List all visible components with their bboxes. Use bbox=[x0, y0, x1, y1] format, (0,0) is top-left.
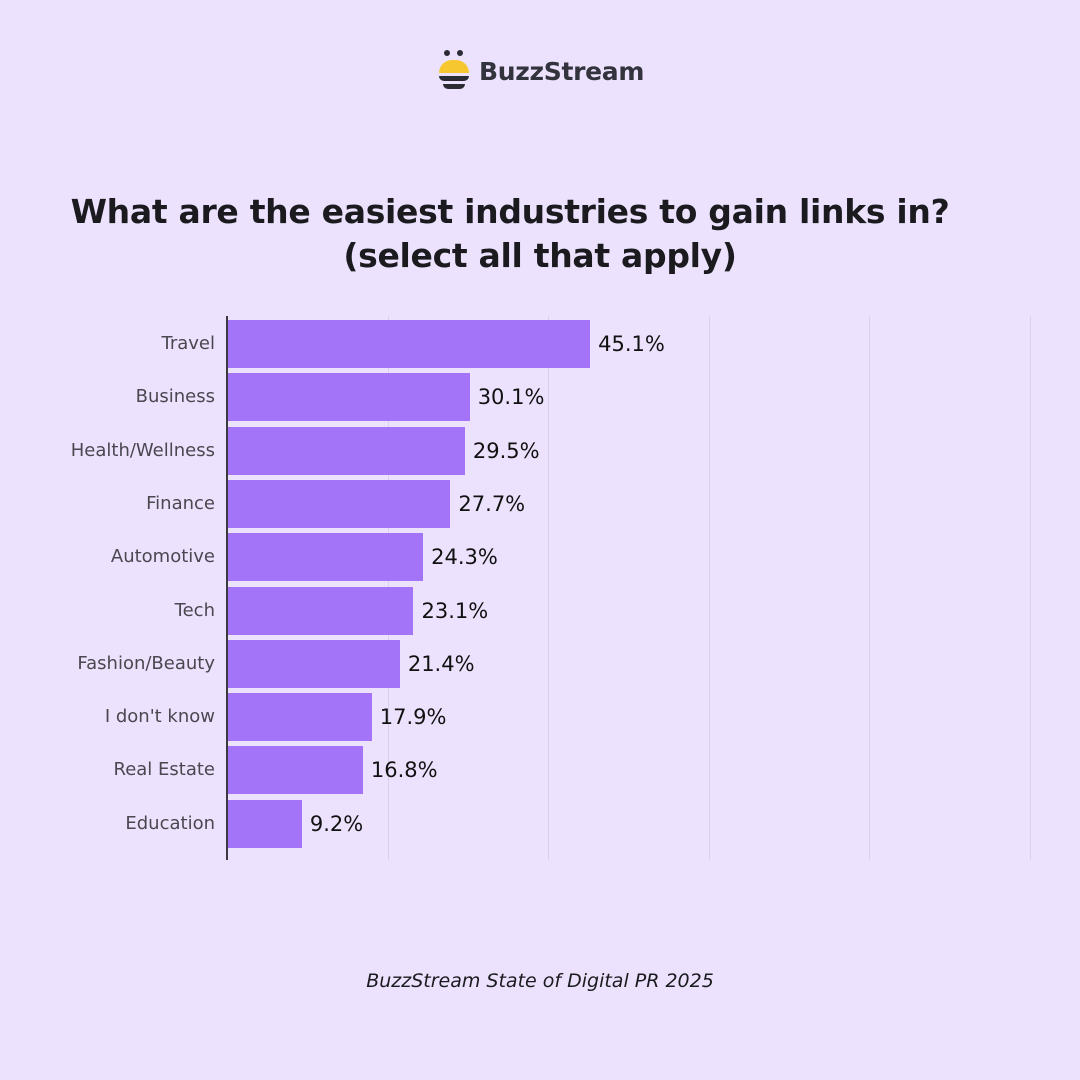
brand-name: BuzzStream bbox=[479, 56, 645, 86]
bar bbox=[228, 373, 470, 421]
bar-row: Tech 23.1% bbox=[0, 587, 1080, 635]
chart-title: What are the easiest industries to gain … bbox=[0, 190, 1020, 278]
source-caption: BuzzStream State of Digital PR 2025 bbox=[366, 970, 714, 992]
bar bbox=[228, 640, 400, 688]
value-label: 17.9% bbox=[379, 705, 447, 729]
value-label: 27.7% bbox=[458, 492, 526, 516]
gridline bbox=[1030, 316, 1031, 860]
category-label: Health/Wellness bbox=[70, 440, 215, 461]
bar-row: I don't know 17.9% bbox=[0, 693, 1080, 741]
value-label: 9.2% bbox=[309, 812, 364, 836]
bar-chart: Travel 45.1% Business 30.1% Health/Wellness 2… bbox=[0, 316, 1080, 860]
brand-logo: BuzzStream bbox=[437, 48, 644, 94]
bar bbox=[228, 480, 451, 528]
category-label: Travel bbox=[161, 333, 215, 354]
bar bbox=[228, 693, 372, 741]
title-line-1: What are the easiest industries to gain … bbox=[70, 192, 950, 231]
bar bbox=[228, 746, 363, 794]
bar bbox=[228, 800, 302, 848]
bar-row: Business 30.1% bbox=[0, 373, 1080, 421]
bar-row: Fashion/Beauty 21.4% bbox=[0, 640, 1080, 688]
category-label: Finance bbox=[146, 493, 215, 514]
bar-row: Health/Wellness 29.5% bbox=[0, 427, 1080, 475]
gridline bbox=[548, 316, 549, 860]
bar-row: Finance 27.7% bbox=[0, 480, 1080, 528]
category-label: Education bbox=[125, 813, 215, 834]
bar bbox=[228, 587, 414, 635]
value-label: 16.8% bbox=[370, 758, 438, 782]
category-label: Business bbox=[135, 386, 215, 407]
category-label: Automotive bbox=[110, 546, 215, 567]
bar-row: Education 9.2% bbox=[0, 800, 1080, 848]
value-label: 23.1% bbox=[421, 599, 489, 623]
category-label: I don't know bbox=[104, 706, 215, 727]
category-label: Tech bbox=[174, 600, 215, 621]
bar-row: Real Estate 16.8% bbox=[0, 746, 1080, 794]
bar bbox=[228, 533, 424, 581]
gridline bbox=[709, 316, 710, 860]
value-label: 21.4% bbox=[407, 652, 475, 676]
bar-row: Travel 45.1% bbox=[0, 320, 1080, 368]
bar bbox=[228, 427, 465, 475]
value-label: 45.1% bbox=[598, 332, 665, 356]
value-label: 29.5% bbox=[472, 439, 540, 463]
bar-row: Automotive 24.3% bbox=[0, 533, 1080, 581]
bee-icon bbox=[437, 48, 471, 94]
gridline bbox=[869, 316, 870, 860]
value-label: 24.3% bbox=[431, 545, 498, 569]
y-axis-line bbox=[226, 316, 228, 860]
category-label: Real Estate bbox=[113, 759, 216, 780]
category-label: Fashion/Beauty bbox=[77, 653, 215, 674]
value-label: 30.1% bbox=[477, 385, 545, 409]
bar bbox=[228, 320, 591, 368]
title-line-2: (select all that apply) bbox=[343, 236, 737, 275]
